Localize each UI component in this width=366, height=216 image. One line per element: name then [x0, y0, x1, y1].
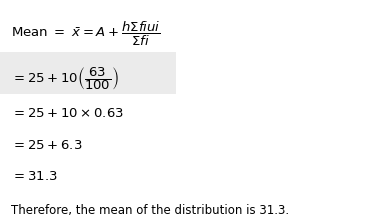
FancyBboxPatch shape: [0, 52, 176, 94]
Text: Mean $= \ \bar{x} = A + \dfrac{h\Sigma fiui}{\Sigma fi}$: Mean $= \ \bar{x} = A + \dfrac{h\Sigma f…: [11, 19, 160, 48]
Text: Therefore, the mean of the distribution is 31.3.: Therefore, the mean of the distribution …: [11, 204, 289, 216]
Text: $= 31.3$: $= 31.3$: [11, 170, 58, 183]
Text: $= 25 + 10\left(\dfrac{63}{100}\right)$: $= 25 + 10\left(\dfrac{63}{100}\right)$: [11, 65, 119, 92]
Text: $= 25 + 6.3$: $= 25 + 6.3$: [11, 139, 82, 152]
Text: $= 25 + 10 \times 0.63$: $= 25 + 10 \times 0.63$: [11, 107, 124, 120]
